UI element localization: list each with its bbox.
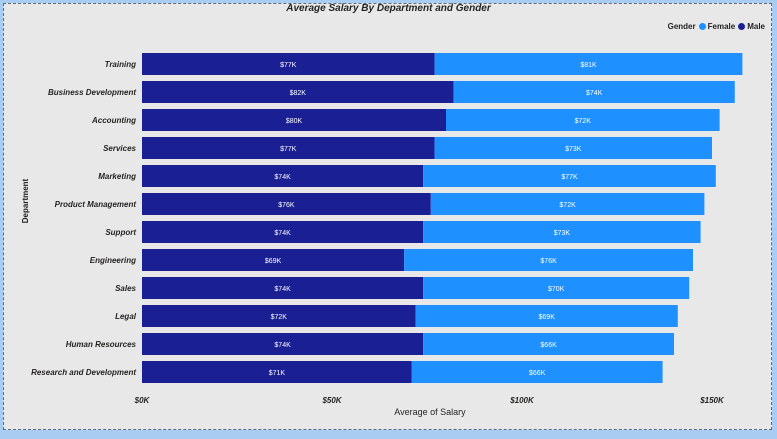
data-label-male-human-resources: $74K xyxy=(274,342,291,349)
data-label-female-accounting: $72K xyxy=(575,118,592,125)
data-label-female-human-resources: $66K xyxy=(540,342,557,349)
bar-male-engineering[interactable] xyxy=(142,249,405,271)
x-tick-label: $0K xyxy=(134,396,151,405)
bar-female-accounting[interactable] xyxy=(446,109,720,131)
bar-female-marketing[interactable] xyxy=(423,165,716,187)
legend: Gender Female Male xyxy=(668,22,765,31)
bar-female-legal[interactable] xyxy=(415,305,678,327)
bar-male-human-resources[interactable] xyxy=(142,333,424,355)
data-label-female-training: $81K xyxy=(580,62,597,69)
category-label-legal: Legal xyxy=(115,312,137,321)
data-label-female-support: $73K xyxy=(554,230,571,237)
category-label-business-development: Business Development xyxy=(48,88,136,97)
bar-female-services[interactable] xyxy=(434,137,712,159)
data-label-male-services: $77K xyxy=(280,146,297,153)
bar-female-engineering[interactable] xyxy=(404,249,693,271)
legend-item-female[interactable]: Female xyxy=(698,22,736,31)
category-label-human-resources: Human Resources xyxy=(66,340,137,349)
x-tick-label: $100K xyxy=(509,396,535,405)
bar-male-legal[interactable] xyxy=(142,305,416,327)
bar-female-training[interactable] xyxy=(434,53,743,75)
bar-male-services[interactable] xyxy=(142,137,435,159)
x-axis-title: Average of Salary xyxy=(394,407,466,417)
bar-female-research-and-development[interactable] xyxy=(411,361,663,383)
bar-female-human-resources[interactable] xyxy=(423,333,674,355)
data-label-male-marketing: $74K xyxy=(274,174,291,181)
data-label-female-product-management: $72K xyxy=(559,202,576,209)
data-label-female-legal: $69K xyxy=(539,314,556,321)
legend-label-male: Male xyxy=(747,22,765,31)
category-label-support: Support xyxy=(105,228,136,237)
bar-male-sales[interactable] xyxy=(142,277,424,299)
bar-female-product-management[interactable] xyxy=(430,193,705,215)
legend-title: Gender xyxy=(667,22,696,31)
data-label-male-accounting: $80K xyxy=(286,118,303,125)
x-tick-label: $50K xyxy=(321,396,342,405)
data-label-female-engineering: $76K xyxy=(540,258,557,265)
chart-title: Average Salary By Department and Gender xyxy=(286,3,491,14)
bar-female-business-development[interactable] xyxy=(453,81,735,103)
category-label-marketing: Marketing xyxy=(98,172,136,181)
data-label-female-business-development: $74K xyxy=(586,90,603,97)
legend-dot-female xyxy=(698,23,706,30)
category-label-research-and-development: Research and Development xyxy=(31,368,136,377)
bar-male-training[interactable] xyxy=(142,53,435,75)
category-label-services: Services xyxy=(103,144,136,153)
bar-male-product-management[interactable] xyxy=(142,193,431,215)
data-label-female-research-and-development: $66K xyxy=(529,370,546,377)
x-tick-label: $150K xyxy=(699,396,725,405)
bar-female-sales[interactable] xyxy=(423,277,690,299)
bar-female-support[interactable] xyxy=(423,221,701,243)
data-label-female-marketing: $77K xyxy=(561,174,578,181)
category-label-training: Training xyxy=(105,60,137,69)
data-label-female-services: $73K xyxy=(565,146,582,153)
data-label-male-engineering: $69K xyxy=(265,258,282,265)
legend-item-male[interactable]: Male xyxy=(738,22,765,31)
bar-male-research-and-development[interactable] xyxy=(142,361,412,383)
legend-label-female: Female xyxy=(707,22,736,31)
bar-male-support[interactable] xyxy=(142,221,424,243)
category-label-accounting: Accounting xyxy=(91,116,136,125)
bar-male-marketing[interactable] xyxy=(142,165,424,187)
data-label-male-product-management: $76K xyxy=(278,202,295,209)
bar-male-business-development[interactable] xyxy=(142,81,454,103)
data-label-male-training: $77K xyxy=(280,62,297,69)
data-label-male-support: $74K xyxy=(274,230,291,237)
legend-dot-male xyxy=(738,23,746,30)
category-label-sales: Sales xyxy=(115,284,136,293)
category-label-engineering: Engineering xyxy=(90,256,136,265)
data-label-male-research-and-development: $71K xyxy=(269,370,286,377)
bar-male-accounting[interactable] xyxy=(142,109,446,131)
data-label-female-sales: $70K xyxy=(548,286,565,293)
category-label-product-management: Product Management xyxy=(55,200,137,209)
data-label-male-sales: $74K xyxy=(274,286,291,293)
data-label-male-business-development: $82K xyxy=(290,90,307,97)
data-label-male-legal: $72K xyxy=(271,314,288,321)
